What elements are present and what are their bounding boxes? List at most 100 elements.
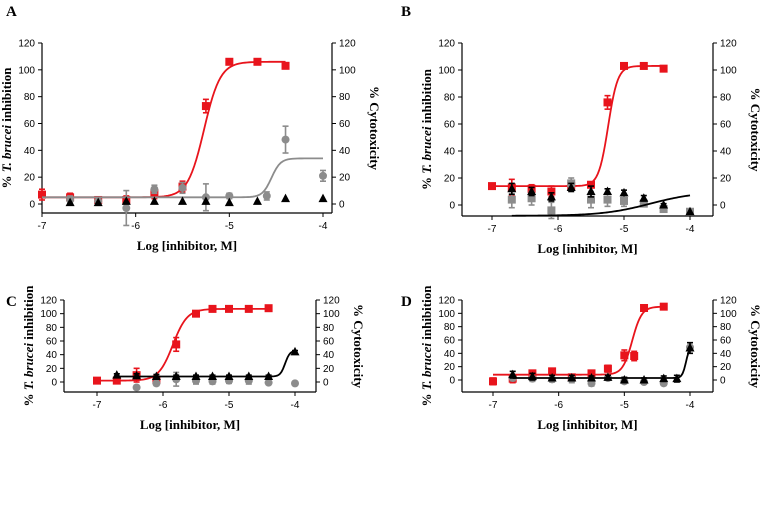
x-tick-label: -4 (319, 221, 328, 232)
y-tick-label-left: 100 (40, 309, 57, 320)
y-tick-label-right: 20 (339, 173, 351, 184)
x-axis-title: Log [inhibitor, M] (537, 417, 637, 432)
y-tick-label-right: 120 (720, 296, 737, 307)
data-point (659, 302, 668, 311)
y-tick-label-right: 60 (323, 337, 335, 348)
data-point (290, 346, 300, 356)
x-tick-label: -7 (489, 400, 498, 411)
data-point (603, 364, 612, 373)
data-point (620, 196, 628, 205)
data-point (619, 375, 629, 384)
panel-c: C 0 0 20 20 40 40 60 60 80 80 100 100 120 120 -7 -6 -5 -4 L… (6, 285, 366, 432)
y-tick-label-left: 80 (444, 93, 456, 104)
panel-letter: B (401, 4, 411, 20)
data-point (281, 193, 291, 203)
data-point (586, 186, 596, 195)
y-axis-title-right: % Cytotoxicity (748, 304, 763, 389)
y-tick-label-right: 0 (323, 378, 329, 389)
x-tick-label: -6 (131, 221, 140, 232)
y-axis-title-left: % T. brucei inhibition (21, 285, 36, 407)
data-point (262, 191, 271, 200)
data-point (225, 57, 234, 66)
y-axis-title-right: % Cytotoxicity (748, 87, 763, 172)
y-tick-label-left: 60 (444, 336, 456, 347)
y-tick-label-left: 40 (46, 350, 58, 361)
series-0 (489, 302, 668, 386)
series-2 (112, 346, 300, 381)
y-tick-label-left: 0 (449, 376, 455, 387)
y-tick-label-right: 40 (323, 350, 335, 361)
data-point (639, 61, 648, 70)
fit-curve (116, 350, 296, 378)
x-tick-label: -4 (686, 400, 695, 411)
data-point (178, 183, 187, 192)
y-tick-label-right: 120 (720, 39, 737, 50)
data-point (566, 182, 576, 191)
data-point (191, 371, 201, 381)
data-point (253, 57, 262, 66)
data-point (587, 195, 595, 204)
y-tick-label-right: 60 (720, 120, 732, 131)
fit-curve (42, 60, 286, 199)
data-point (546, 191, 556, 201)
y-tick-label-left: 120 (40, 296, 57, 307)
series-2 (508, 341, 695, 384)
data-point (640, 304, 649, 312)
data-point (318, 193, 328, 203)
y-tick-label-right: 20 (323, 364, 335, 375)
data-point (547, 206, 556, 215)
y-axis-title-right: % Cytotoxicity (351, 304, 366, 389)
data-point (319, 171, 327, 180)
fit-curve (97, 307, 269, 382)
data-point (659, 64, 668, 73)
y-tick-label-left: 60 (444, 120, 456, 131)
data-point (152, 379, 161, 388)
data-point (291, 379, 299, 388)
y-tick-label-left: 40 (444, 349, 456, 360)
data-point (639, 199, 648, 208)
data-point (112, 370, 122, 379)
data-point (489, 377, 497, 386)
y-tick-label-left: 120 (18, 39, 35, 50)
data-point (132, 370, 142, 380)
data-point (281, 135, 290, 144)
x-tick-label: -7 (488, 224, 497, 235)
y-tick-label-left: 80 (46, 323, 58, 334)
y-tick-label-right: 80 (323, 323, 335, 334)
data-point (527, 194, 536, 203)
data-point (685, 343, 695, 352)
y-tick-label-right: 100 (339, 65, 356, 76)
data-point (224, 371, 234, 381)
x-axis-title: Log [inhibitor, M] (537, 241, 637, 256)
y-tick-label-right: 100 (720, 66, 737, 77)
data-point (639, 375, 649, 384)
panel-d: D 0 0 20 20 40 40 60 60 80 80 100 100 120 120 -7 -6 -5 -4 L… (401, 285, 763, 432)
y-tick-label-left: 0 (29, 200, 35, 211)
data-point (171, 371, 181, 381)
data-point (620, 351, 629, 360)
data-point (527, 371, 537, 381)
data-point (121, 196, 131, 205)
series-0 (38, 57, 290, 205)
x-tick-label: -5 (225, 400, 234, 411)
data-point (507, 195, 516, 204)
data-point (603, 98, 612, 107)
x-tick-label: -4 (291, 400, 300, 411)
panel-letter: C (6, 294, 17, 310)
data-point (603, 372, 613, 381)
y-tick-label-left: 0 (51, 378, 57, 389)
data-point (603, 186, 612, 195)
fit-curve (511, 194, 691, 217)
x-tick-label: -7 (93, 400, 102, 411)
data-point (149, 196, 159, 205)
x-tick-label: -6 (554, 400, 563, 411)
panel-a: A 0 0 20 20 40 40 60 60 80 80 100 100 120 120 -7 -6 -5 -4 L… (0, 4, 382, 253)
y-axis-title-left: % T. brucei inhibition (419, 285, 434, 407)
series-2 (507, 182, 695, 217)
data-point (122, 204, 131, 213)
y-axis-title-right: % Cytotoxicity (367, 86, 382, 171)
y-tick-label-left: 80 (444, 322, 456, 333)
data-point (172, 340, 181, 349)
y-tick-label-right: 40 (720, 349, 732, 360)
